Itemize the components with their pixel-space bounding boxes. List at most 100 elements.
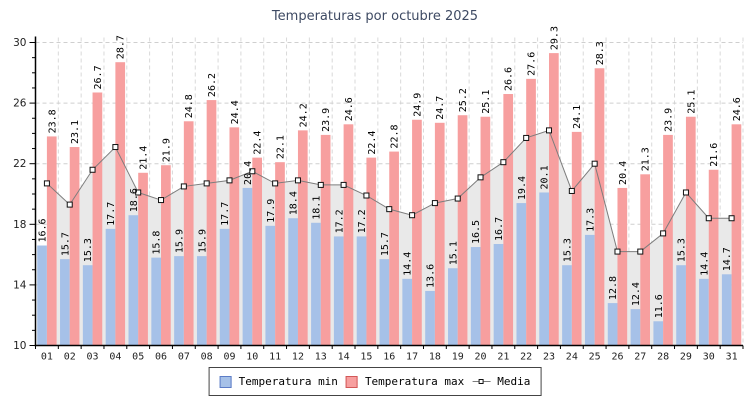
min-bar-label: 15.3 <box>562 238 573 262</box>
min-bar <box>630 309 641 346</box>
min-bar-label: 18.6 <box>129 188 140 212</box>
min-bar <box>219 228 230 346</box>
x-tick-label: 05 <box>132 352 144 363</box>
max-bar-label: 21.4 <box>139 146 150 170</box>
min-bar <box>379 259 390 346</box>
x-tick-label: 23 <box>543 352 555 363</box>
media-marker <box>317 181 324 188</box>
min-bar-label: 15.7 <box>60 232 71 256</box>
max-bar-label: 26.2 <box>207 73 218 97</box>
min-bar-label: 14.4 <box>403 252 414 276</box>
max-bar <box>549 53 559 346</box>
min-bar-label: 16.6 <box>38 218 49 242</box>
min-bar <box>60 259 70 346</box>
media-marker <box>386 206 393 213</box>
media-marker <box>203 180 210 187</box>
min-bar <box>516 203 527 346</box>
min-bar <box>356 236 367 346</box>
max-bar-label: 22.8 <box>390 124 401 148</box>
max-bar <box>480 116 491 346</box>
media-marker <box>226 177 233 184</box>
max-bar <box>275 162 285 346</box>
min-bar-label: 18.1 <box>311 196 322 220</box>
max-bar-label: 24.9 <box>412 93 423 117</box>
min-bar <box>151 257 162 346</box>
max-bar-label: 28.7 <box>116 35 127 59</box>
media-marker <box>682 189 689 196</box>
min-bar-label: 15.3 <box>677 238 688 262</box>
x-tick-label: 08 <box>201 352 213 363</box>
max-bar-label: 23.1 <box>70 120 81 144</box>
max-bar-label: 22.4 <box>367 131 378 155</box>
media-marker <box>660 230 667 237</box>
legend: Temperatura min Temperatura max Media <box>208 367 542 396</box>
x-tick-label: 30 <box>703 352 715 363</box>
media-marker <box>728 215 735 222</box>
max-bar <box>594 68 605 346</box>
max-bar <box>320 134 331 346</box>
min-bar <box>425 290 435 346</box>
media-marker <box>89 166 96 173</box>
media-marker <box>158 197 165 204</box>
min-bar <box>539 192 550 346</box>
media-marker <box>135 189 142 196</box>
chart-title: Temperaturas por octubre 2025 <box>271 9 479 24</box>
min-bar <box>584 234 595 346</box>
max-series-swatch <box>345 375 358 388</box>
min-bar-label: 17.9 <box>266 199 277 223</box>
min-bar <box>562 265 572 346</box>
media-marker <box>454 195 461 202</box>
media-marker <box>477 174 484 181</box>
media-marker <box>705 215 712 222</box>
min-bar <box>333 236 344 346</box>
max-bar <box>708 169 719 346</box>
max-bar-label: 21.3 <box>641 147 652 171</box>
max-bar-label: 26.6 <box>504 67 515 91</box>
min-bar <box>653 321 664 346</box>
y-tick-label: 26 <box>13 98 27 110</box>
max-bar-label: 22.4 <box>253 131 264 155</box>
min-bar <box>82 265 93 346</box>
max-bar-label: 25.1 <box>481 90 492 114</box>
min-bar <box>37 245 47 346</box>
x-tick-label: 13 <box>315 352 327 363</box>
media-marker <box>409 212 416 219</box>
max-bar-label: 23.8 <box>47 109 58 133</box>
x-tick-label: 10 <box>246 352 258 363</box>
min-bar-label: 17.7 <box>220 202 231 226</box>
max-bar <box>297 130 308 346</box>
x-tick-label: 06 <box>155 352 167 363</box>
x-tick-label: 29 <box>680 352 692 363</box>
max-bar <box>69 147 80 346</box>
min-bar-label: 14.4 <box>699 252 710 276</box>
min-bar-label: 13.6 <box>426 264 437 288</box>
legend-label-media: Media <box>497 375 531 388</box>
media-marker <box>431 200 438 207</box>
x-tick-label: 11 <box>269 352 281 363</box>
min-bar-label: 20.4 <box>243 161 254 185</box>
min-bar <box>699 278 709 346</box>
x-tick-label: 26 <box>611 352 623 363</box>
max-bar-label: 29.3 <box>549 26 560 50</box>
max-bar-label: 20.4 <box>618 161 629 185</box>
x-tick-label: 15 <box>360 352 372 363</box>
max-bar <box>412 119 422 346</box>
max-bar <box>366 157 377 346</box>
min-series-swatch <box>219 375 232 388</box>
min-bar-label: 12.4 <box>631 282 642 306</box>
x-tick-label: 24 <box>566 352 578 363</box>
media-marker <box>500 159 507 166</box>
x-tick-label: 16 <box>383 352 395 363</box>
min-bar <box>288 218 298 346</box>
media-marker <box>523 134 530 141</box>
min-bar <box>265 225 276 346</box>
max-bar <box>663 134 673 346</box>
x-tick-label: 12 <box>292 352 304 363</box>
max-bar-label: 24.1 <box>572 105 583 129</box>
max-bar <box>183 121 194 346</box>
max-bar <box>206 100 217 346</box>
min-bar-label: 12.8 <box>608 276 619 300</box>
x-tick-label: 22 <box>520 352 532 363</box>
max-bar-label: 25.1 <box>686 90 697 114</box>
